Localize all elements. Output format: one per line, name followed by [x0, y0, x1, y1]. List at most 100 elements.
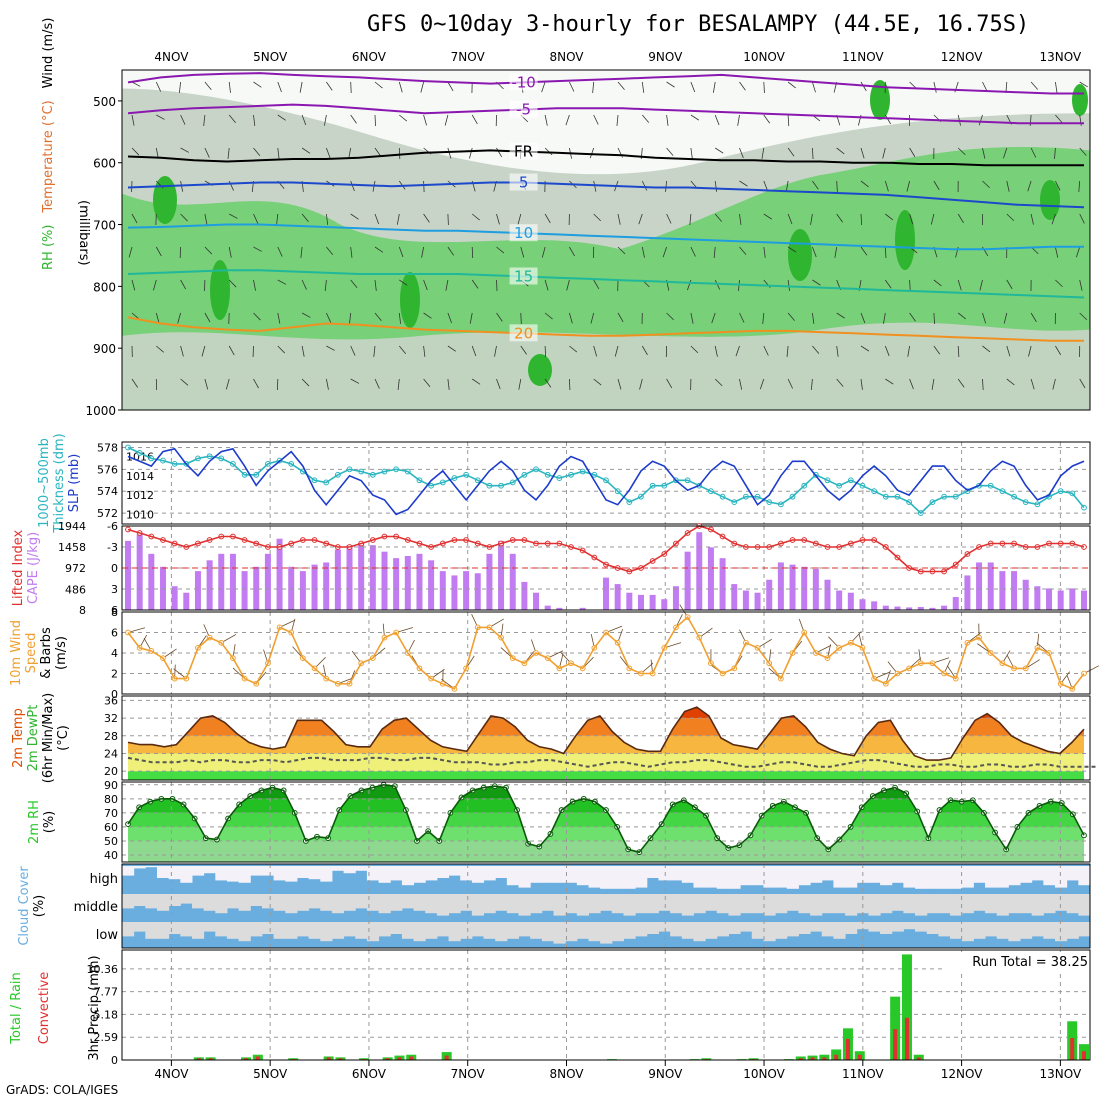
wind-barb — [350, 81, 352, 94]
contour-label: -5 — [516, 101, 531, 119]
wind-barb — [787, 246, 797, 253]
wind-barb — [277, 345, 286, 354]
cloud-gap — [1043, 866, 1056, 886]
wind-barb — [447, 213, 449, 226]
wind-barb — [739, 180, 748, 187]
cloud-gap — [553, 894, 566, 916]
wind-barb — [155, 312, 160, 324]
cloud-gap — [868, 866, 881, 883]
wind-barb — [520, 246, 525, 258]
cloud-gap — [670, 922, 683, 937]
wind-barb — [957, 279, 962, 291]
cloud-gap — [366, 922, 380, 942]
cloud-gap — [145, 866, 158, 868]
cloud-gap — [133, 894, 146, 906]
cloud-gap — [915, 922, 928, 932]
cloud-gap — [821, 922, 834, 937]
cloud-gap — [973, 922, 986, 939]
cape-bar — [906, 607, 913, 610]
date-label-bottom: 8NOV — [549, 1067, 584, 1081]
wind-barb — [447, 81, 454, 92]
cape-bar — [369, 545, 376, 610]
cloud-gap — [716, 894, 729, 914]
precip-total-label-text: Total / Rain — [9, 972, 24, 1045]
wind-barb — [1079, 378, 1086, 389]
date-label-top: 13NOV — [1040, 50, 1082, 64]
rh-band — [128, 826, 1084, 841]
precip-convective-bar — [810, 1057, 815, 1060]
wind-barb — [544, 114, 548, 126]
y-tick-label: -3 — [107, 541, 118, 554]
wind-barb — [156, 345, 164, 353]
lifted-frame — [121, 525, 1091, 611]
wind-barb — [374, 246, 384, 253]
cape-bar — [626, 592, 633, 610]
cape-bar — [801, 566, 808, 610]
wind-barb — [569, 81, 575, 92]
run-total-bg — [945, 952, 1088, 970]
cloud-gap — [261, 894, 275, 909]
cloud-gap — [728, 922, 741, 934]
wind-barb — [1079, 279, 1083, 291]
cloud-gap — [763, 866, 776, 888]
cloud-gap — [775, 894, 788, 914]
wind-barb — [666, 81, 675, 88]
wind-barb — [690, 81, 696, 93]
date-label-top: 10NOV — [743, 50, 785, 64]
wind-barb — [982, 378, 984, 390]
wind-barb — [1078, 180, 1081, 192]
cloud-gap — [950, 922, 963, 939]
wind-barb — [496, 246, 505, 254]
wind-barb — [228, 345, 235, 356]
cape-bar — [766, 579, 773, 610]
wind-barb — [1003, 312, 1008, 324]
wind-barb — [301, 378, 310, 387]
wind-barb — [544, 312, 553, 320]
cape-bar — [952, 597, 959, 610]
wind-barb — [836, 378, 844, 387]
wind-barb — [666, 147, 674, 156]
cloud-gap — [506, 894, 520, 914]
cloud-gap — [821, 866, 834, 881]
wind-barb — [713, 246, 716, 258]
date-label-bottom: 11NOV — [842, 1067, 884, 1081]
wind-barb — [544, 147, 553, 156]
wind-barb — [204, 213, 208, 225]
rh-saturated-cell — [1040, 180, 1060, 220]
wind-barb — [469, 147, 473, 159]
cape-bar — [1081, 590, 1087, 610]
wind-barb — [812, 180, 819, 190]
pressure-tick-label: 500 — [93, 95, 116, 109]
wind-barb — [1027, 180, 1032, 192]
wind-barb — [398, 147, 401, 160]
wind-barb — [906, 180, 910, 192]
cloud-level-label: middle — [74, 900, 118, 915]
wind-barb — [787, 147, 795, 157]
cloud-gap — [880, 894, 893, 914]
cloud-gap — [740, 922, 753, 932]
cape-bar — [253, 566, 260, 610]
precip-convective-bar — [845, 1038, 850, 1060]
cape-bar — [463, 571, 470, 610]
wind-barb — [204, 246, 213, 255]
cape-bar — [264, 553, 271, 610]
cloud-gap — [985, 894, 998, 914]
cloud-gap — [658, 894, 671, 911]
date-label-top: 11NOV — [842, 50, 884, 64]
wind-barb — [326, 213, 329, 225]
wind-barb — [714, 345, 718, 357]
cloud-gap — [378, 922, 391, 937]
cloud-gap — [320, 866, 333, 882]
cloud-gap — [611, 922, 624, 942]
cloud-gap — [810, 866, 823, 883]
cloud-gap — [1008, 922, 1021, 942]
cape-bar — [136, 534, 143, 610]
date-label-bottom: 13NOV — [1040, 1067, 1082, 1081]
wind-barb — [1055, 246, 1059, 258]
wind-barb — [759, 378, 765, 390]
grads-credit: GrADS: COLA/IGES — [6, 1083, 119, 1097]
cloud-gap — [588, 866, 601, 888]
wind-barb — [471, 345, 477, 357]
wind-barb — [957, 378, 965, 388]
wind-barb — [711, 312, 716, 324]
